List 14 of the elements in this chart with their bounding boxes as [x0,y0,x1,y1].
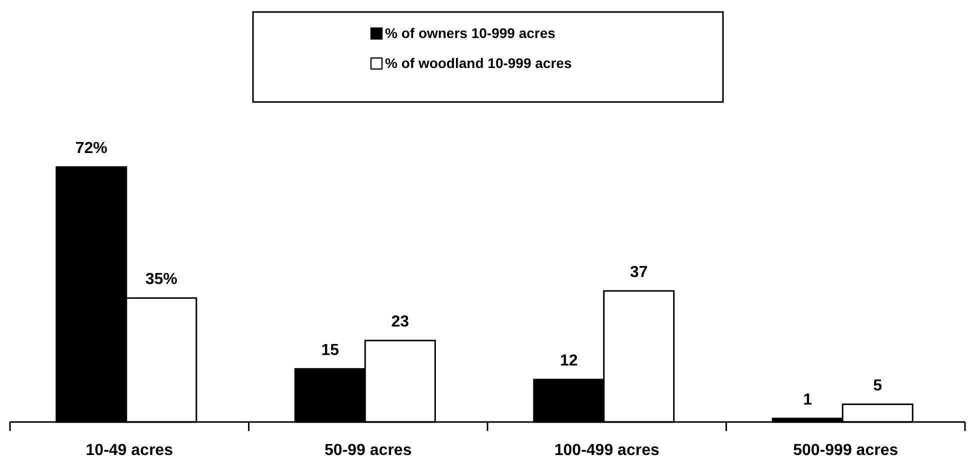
data-label: 15 [321,342,340,359]
x-tick-label: 500-999 acres [793,442,898,459]
x-tick-label: 10-49 acres [86,442,174,459]
legend-label: % of owners 10-999 acres [385,25,556,41]
legend-label: % of woodland 10-999 acres [385,55,572,71]
data-label: 72% [75,140,108,157]
data-label: 23 [391,314,410,331]
x-tick-label: 100-499 acres [554,442,660,459]
data-label: 12 [560,352,578,370]
data-label: 35% [145,271,178,288]
data-label: 5 [873,377,882,394]
data-label: 37 [630,264,648,281]
x-tick-label: 50-99 acres [324,442,412,459]
data-label: 1 [803,391,812,408]
